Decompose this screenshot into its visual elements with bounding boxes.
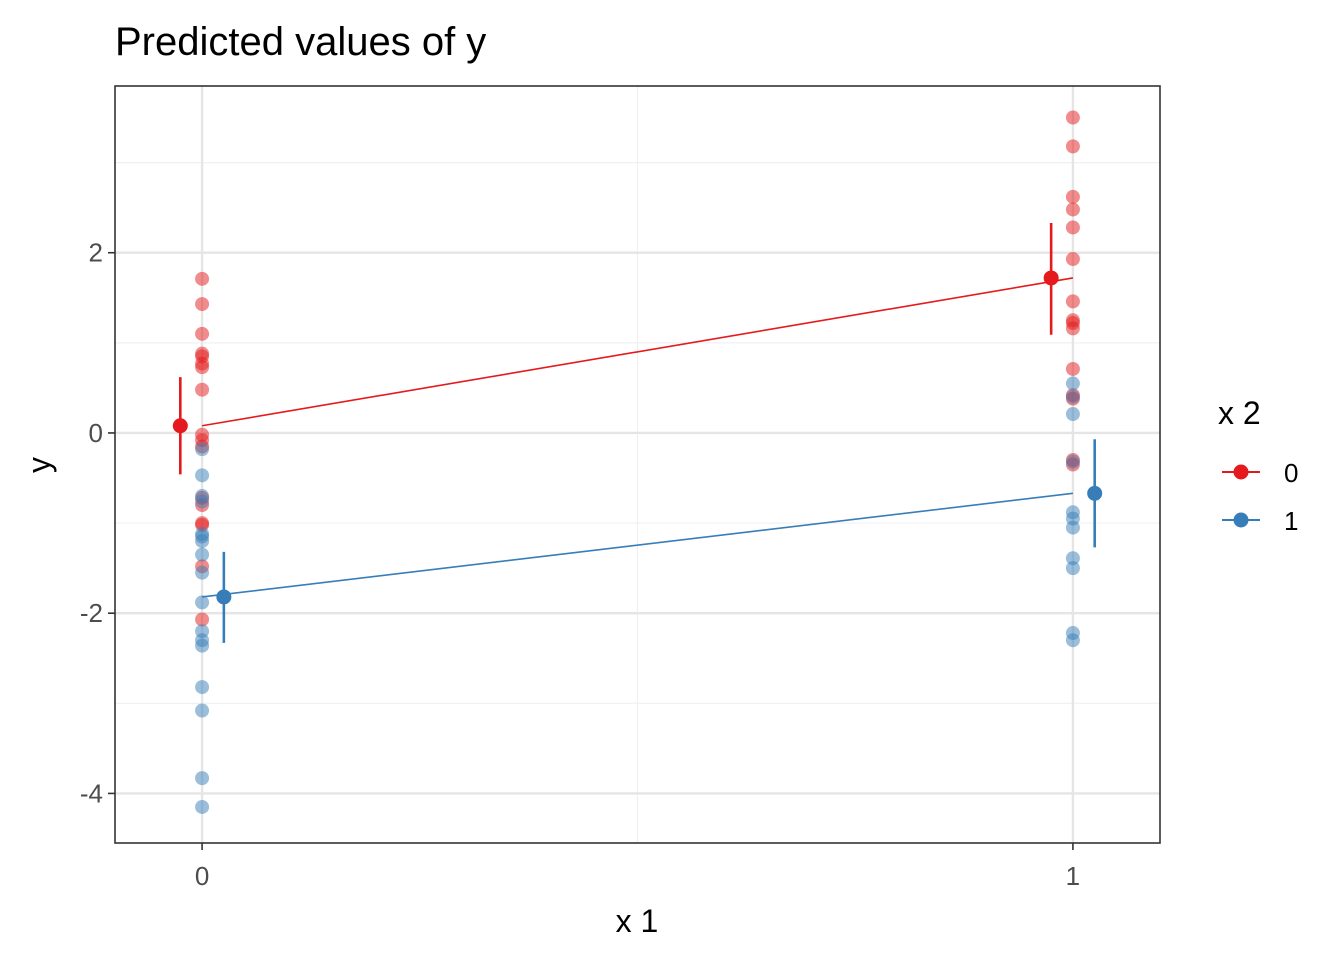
y-tick-label: 0 [89, 418, 103, 448]
prediction-line-series-1 [201, 492, 1074, 598]
raw-point-series-1 [195, 494, 210, 509]
raw-point-series-1 [1065, 407, 1080, 422]
legend-title: x 2 [1218, 395, 1261, 431]
chart-title: Predicted values of y [115, 20, 486, 64]
y-axis: -4 -2 0 2 [80, 238, 115, 808]
raw-point-series-1 [1065, 454, 1080, 469]
panel-border [114, 85, 1161, 844]
plot-panel [114, 85, 1161, 844]
legend-key-point-1 [1233, 512, 1249, 528]
raw-point-series-1 [1065, 389, 1080, 404]
raw-point-series-0 [1065, 361, 1080, 376]
raw-point-series-1 [195, 680, 210, 695]
raw-point-series-0 [1065, 220, 1080, 235]
predicted-point-series-0 [1043, 270, 1059, 286]
raw-point-series-0 [1065, 189, 1080, 204]
raw-point-series-1 [195, 595, 210, 610]
y-tick-label: 2 [89, 238, 103, 268]
legend-key-point-0 [1233, 464, 1249, 480]
legend-label-1: 1 [1284, 506, 1298, 536]
raw-point-series-0 [195, 382, 210, 397]
y-tick-label: -4 [80, 778, 103, 808]
raw-point-series-0 [1065, 110, 1080, 125]
prediction-line-series-0 [201, 277, 1074, 427]
x-tick-label: 1 [1066, 861, 1080, 891]
raw-point-series-1 [195, 442, 210, 457]
raw-point-series-1 [195, 799, 210, 814]
raw-point-series-1 [1065, 376, 1080, 391]
raw-point-series-1 [1065, 633, 1080, 648]
y-axis-title: y [21, 457, 57, 473]
raw-point-series-1 [1065, 561, 1080, 576]
legend: x 2 0 1 [1218, 395, 1298, 536]
y-tick-label: -2 [80, 598, 103, 628]
raw-point-series-0 [1065, 202, 1080, 217]
legend-label-0: 0 [1284, 458, 1298, 488]
raw-point-series-0 [195, 297, 210, 312]
raw-point-series-1 [195, 638, 210, 653]
predicted-point-series-1 [216, 589, 232, 605]
x-axis-title: x 1 [616, 903, 659, 939]
raw-point-series-1 [195, 565, 210, 580]
raw-point-series-1 [195, 547, 210, 562]
raw-point-series-0 [1065, 139, 1080, 154]
raw-point-series-1 [195, 771, 210, 786]
raw-point-series-0 [195, 326, 210, 341]
raw-point-series-1 [195, 468, 210, 483]
raw-point-series-1 [195, 703, 210, 718]
x-tick-label: 0 [195, 861, 209, 891]
raw-point-series-0 [1065, 252, 1080, 267]
raw-point-series-0 [195, 271, 210, 286]
raw-point-series-0 [1065, 321, 1080, 336]
predicted-point-series-0 [172, 418, 188, 434]
predicted-point-series-1 [1087, 485, 1103, 501]
raw-point-series-1 [1065, 520, 1080, 535]
raw-point-series-1 [195, 534, 210, 549]
raw-point-series-1 [1065, 551, 1080, 566]
raw-point-series-0 [1065, 294, 1080, 309]
raw-point-series-0 [195, 360, 210, 375]
raw-point-series-0 [195, 612, 210, 627]
